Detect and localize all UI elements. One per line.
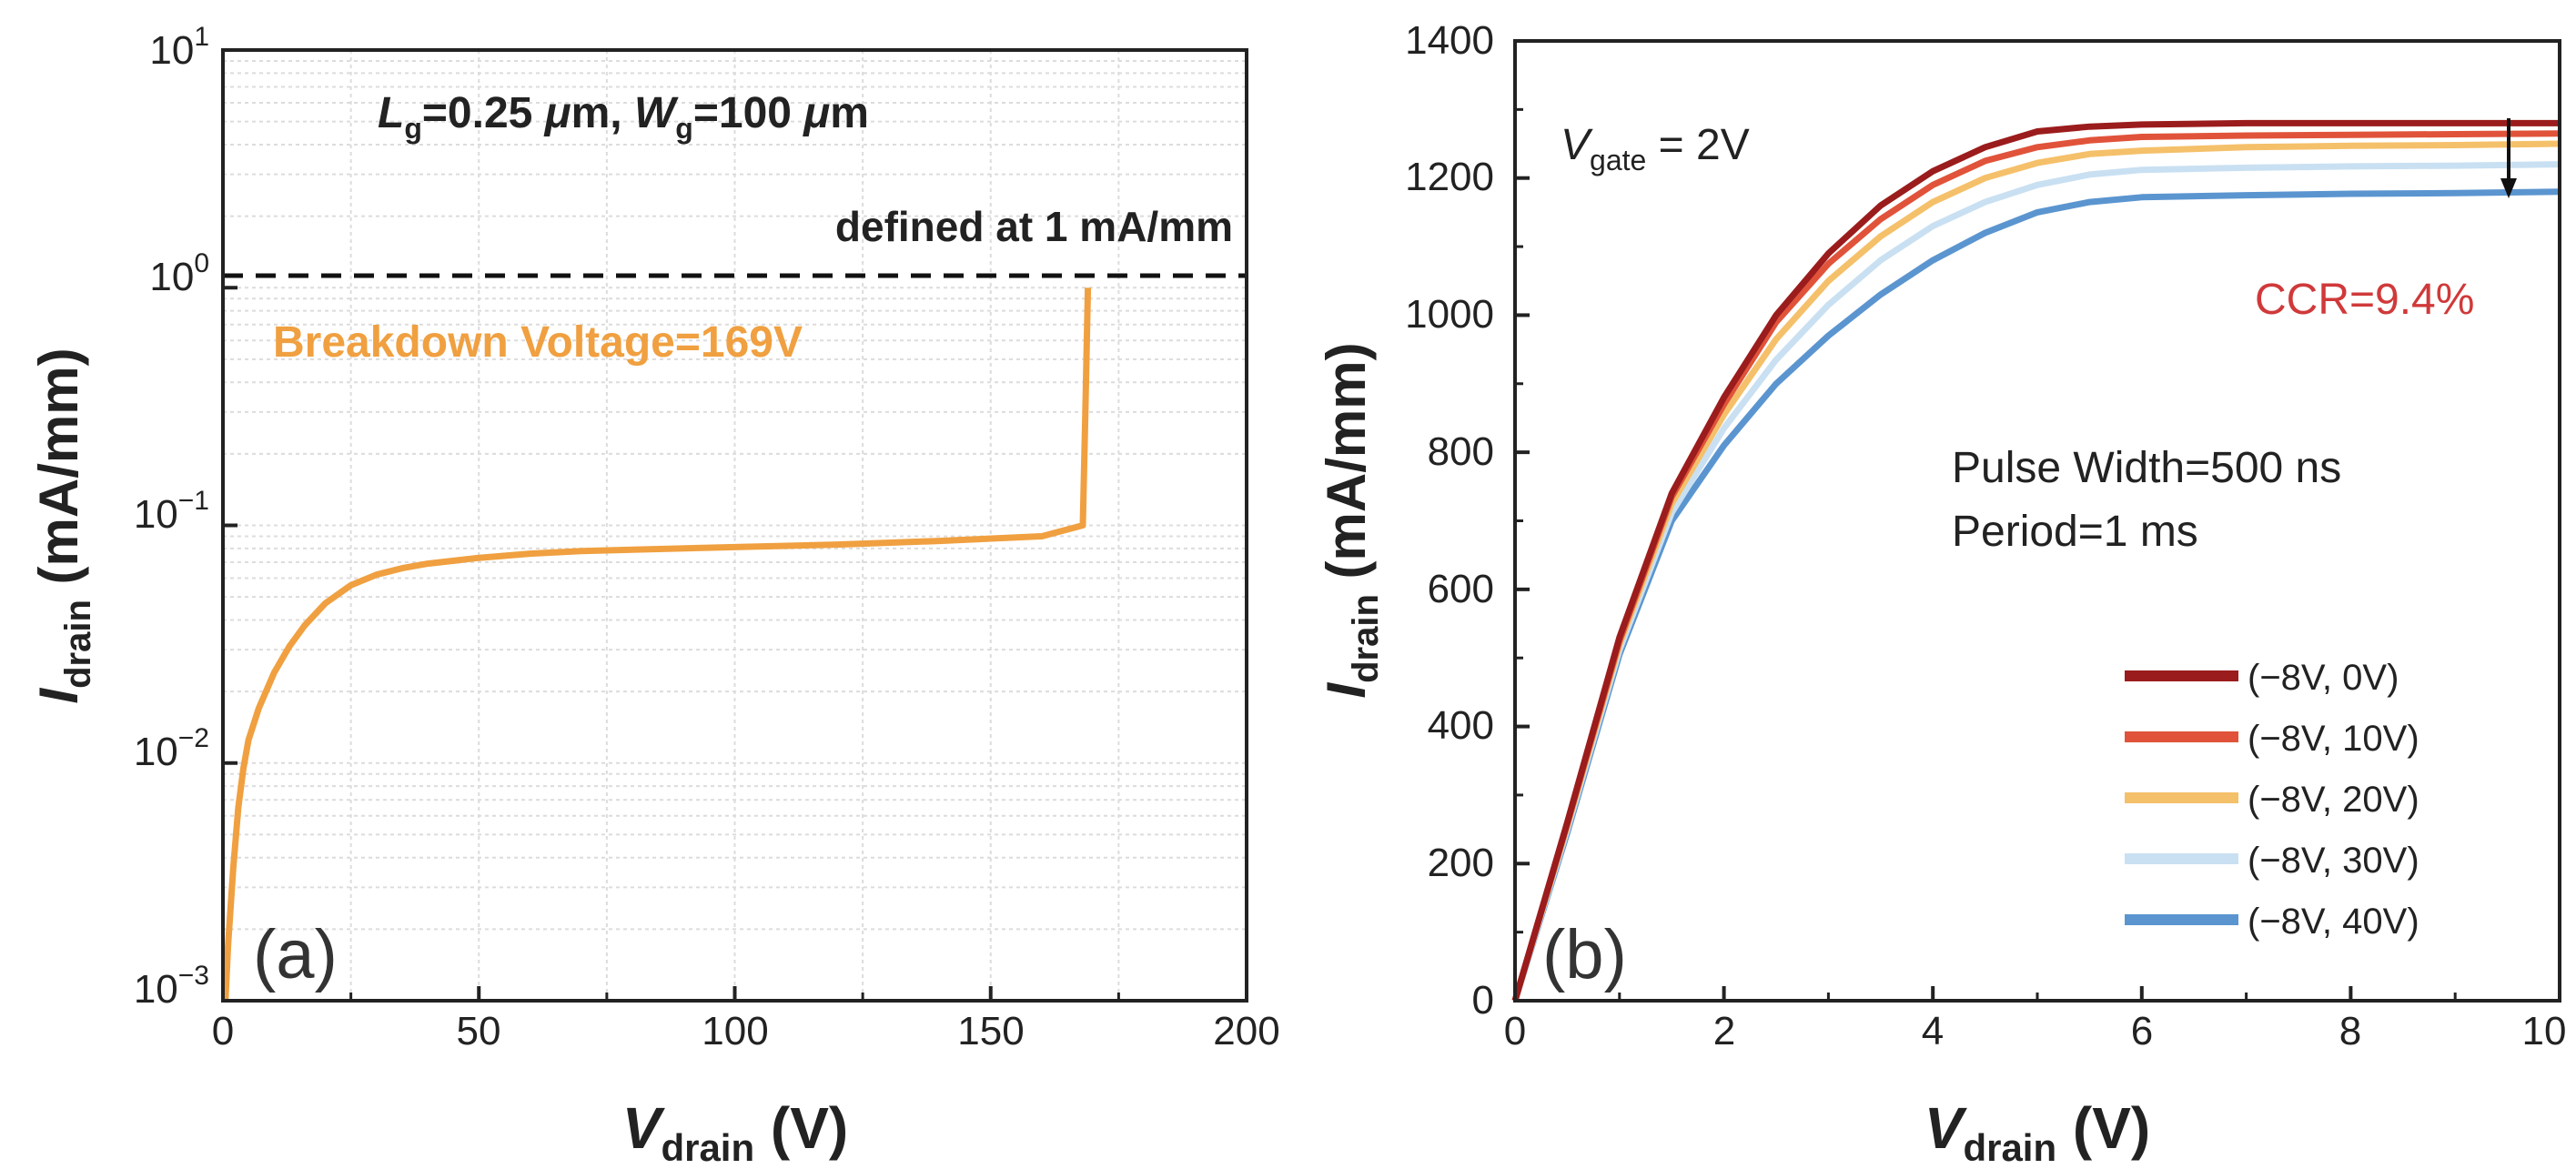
x-tick-label: 50 (457, 1009, 501, 1053)
y-tick-label: 100 (149, 248, 209, 299)
x-tick-label: 200 (1213, 1009, 1279, 1053)
panel-a-y-tick-labels: 101 100 10−1 10−2 10−3 (134, 22, 209, 1012)
y-tick-label: 1200 (1405, 155, 1494, 199)
y-tick-label: 1000 (1405, 292, 1494, 337)
y-tick-label: 10−2 (134, 723, 209, 774)
panel-a-grid (223, 50, 1247, 1001)
x-tick-label: 0 (1504, 1009, 1526, 1053)
x-tick-label: 100 (702, 1009, 768, 1053)
ccr-arrowhead (2500, 178, 2517, 198)
legend: (−8V, 0V) (−8V, 10V) (−8V, 20V) (−8V, 30… (2125, 658, 2419, 942)
y-tick-label: 10−3 (134, 961, 209, 1012)
panel-b-y-tick-labels: 0 200 400 600 800 1000 1200 1400 (1405, 18, 1494, 1023)
legend-label: (−8V, 0V) (2248, 658, 2399, 698)
panel-a-y-axis-label: Idrain (mA/mm) (28, 348, 98, 703)
y-tick-label: 400 (1428, 703, 1494, 748)
x-tick-label: 150 (957, 1009, 1024, 1053)
vgate-annotation: Vgate = 2V (1561, 121, 1750, 176)
y-tick-label: 600 (1428, 567, 1494, 611)
panel-a-x-tick-labels: 0 50 100 150 200 (212, 1009, 1280, 1053)
x-tick-label: 2 (1713, 1009, 1735, 1053)
series-breakdown-curve (222, 287, 1092, 1002)
ccr-label: CCR=9.4% (2255, 276, 2474, 324)
y-tick-label: 200 (1428, 841, 1494, 885)
legend-label: (−8V, 40V) (2248, 902, 2419, 942)
x-tick-label: 10 (2522, 1009, 2567, 1053)
panel-b: 0 200 400 600 800 1000 1200 1400 0 2 4 6… (1316, 18, 2566, 1169)
panel-a-tick-marks (221, 48, 1248, 1003)
x-tick-label: 0 (212, 1009, 234, 1053)
panel-b-x-axis-label: Vdrain (V) (1924, 1095, 2150, 1169)
breakdown-voltage-label: Breakdown Voltage=169V (273, 318, 803, 367)
panel-b-label: (b) (1542, 916, 1627, 993)
panel-b-series-layer (1511, 119, 2561, 1003)
x-tick-label: 8 (2339, 1009, 2361, 1053)
y-tick-label: 800 (1428, 429, 1494, 474)
y-tick-label: 10−1 (134, 486, 209, 537)
panel-a-label: (a) (253, 916, 338, 993)
y-tick-label: 101 (149, 22, 209, 73)
panel-a-x-axis-label: Vdrain (V) (622, 1095, 848, 1169)
threshold-note: defined at 1 mA/mm (835, 203, 1233, 250)
panel-b-tick-marks (1513, 39, 2561, 1003)
x-tick-label: 4 (1922, 1009, 1944, 1053)
panel-b-y-axis-label: Idrain (mA/mm) (1316, 342, 1386, 698)
legend-label: (−8V, 10V) (2248, 719, 2419, 759)
y-tick-label: 1400 (1405, 18, 1494, 63)
x-tick-label: 6 (2131, 1009, 2153, 1053)
series-line-1 (1511, 119, 2560, 1002)
panel-a: 101 100 10−1 10−2 10−3 0 50 100 150 200 … (28, 22, 1280, 1169)
panel-a-series-layer (222, 287, 1092, 1002)
legend-label: (−8V, 20V) (2248, 780, 2419, 820)
legend-label: (−8V, 30V) (2248, 841, 2419, 881)
y-tick-label: 0 (1472, 978, 1494, 1023)
geometry-annotation: Lg=0.25 μm, Wg=100 μm (378, 89, 869, 145)
period-label: Period=1 ms (1952, 508, 2198, 556)
panel-b-x-tick-labels: 0 2 4 6 8 10 (1504, 1009, 2567, 1053)
pulse-width-label: Pulse Width=500 ns (1952, 444, 2341, 492)
